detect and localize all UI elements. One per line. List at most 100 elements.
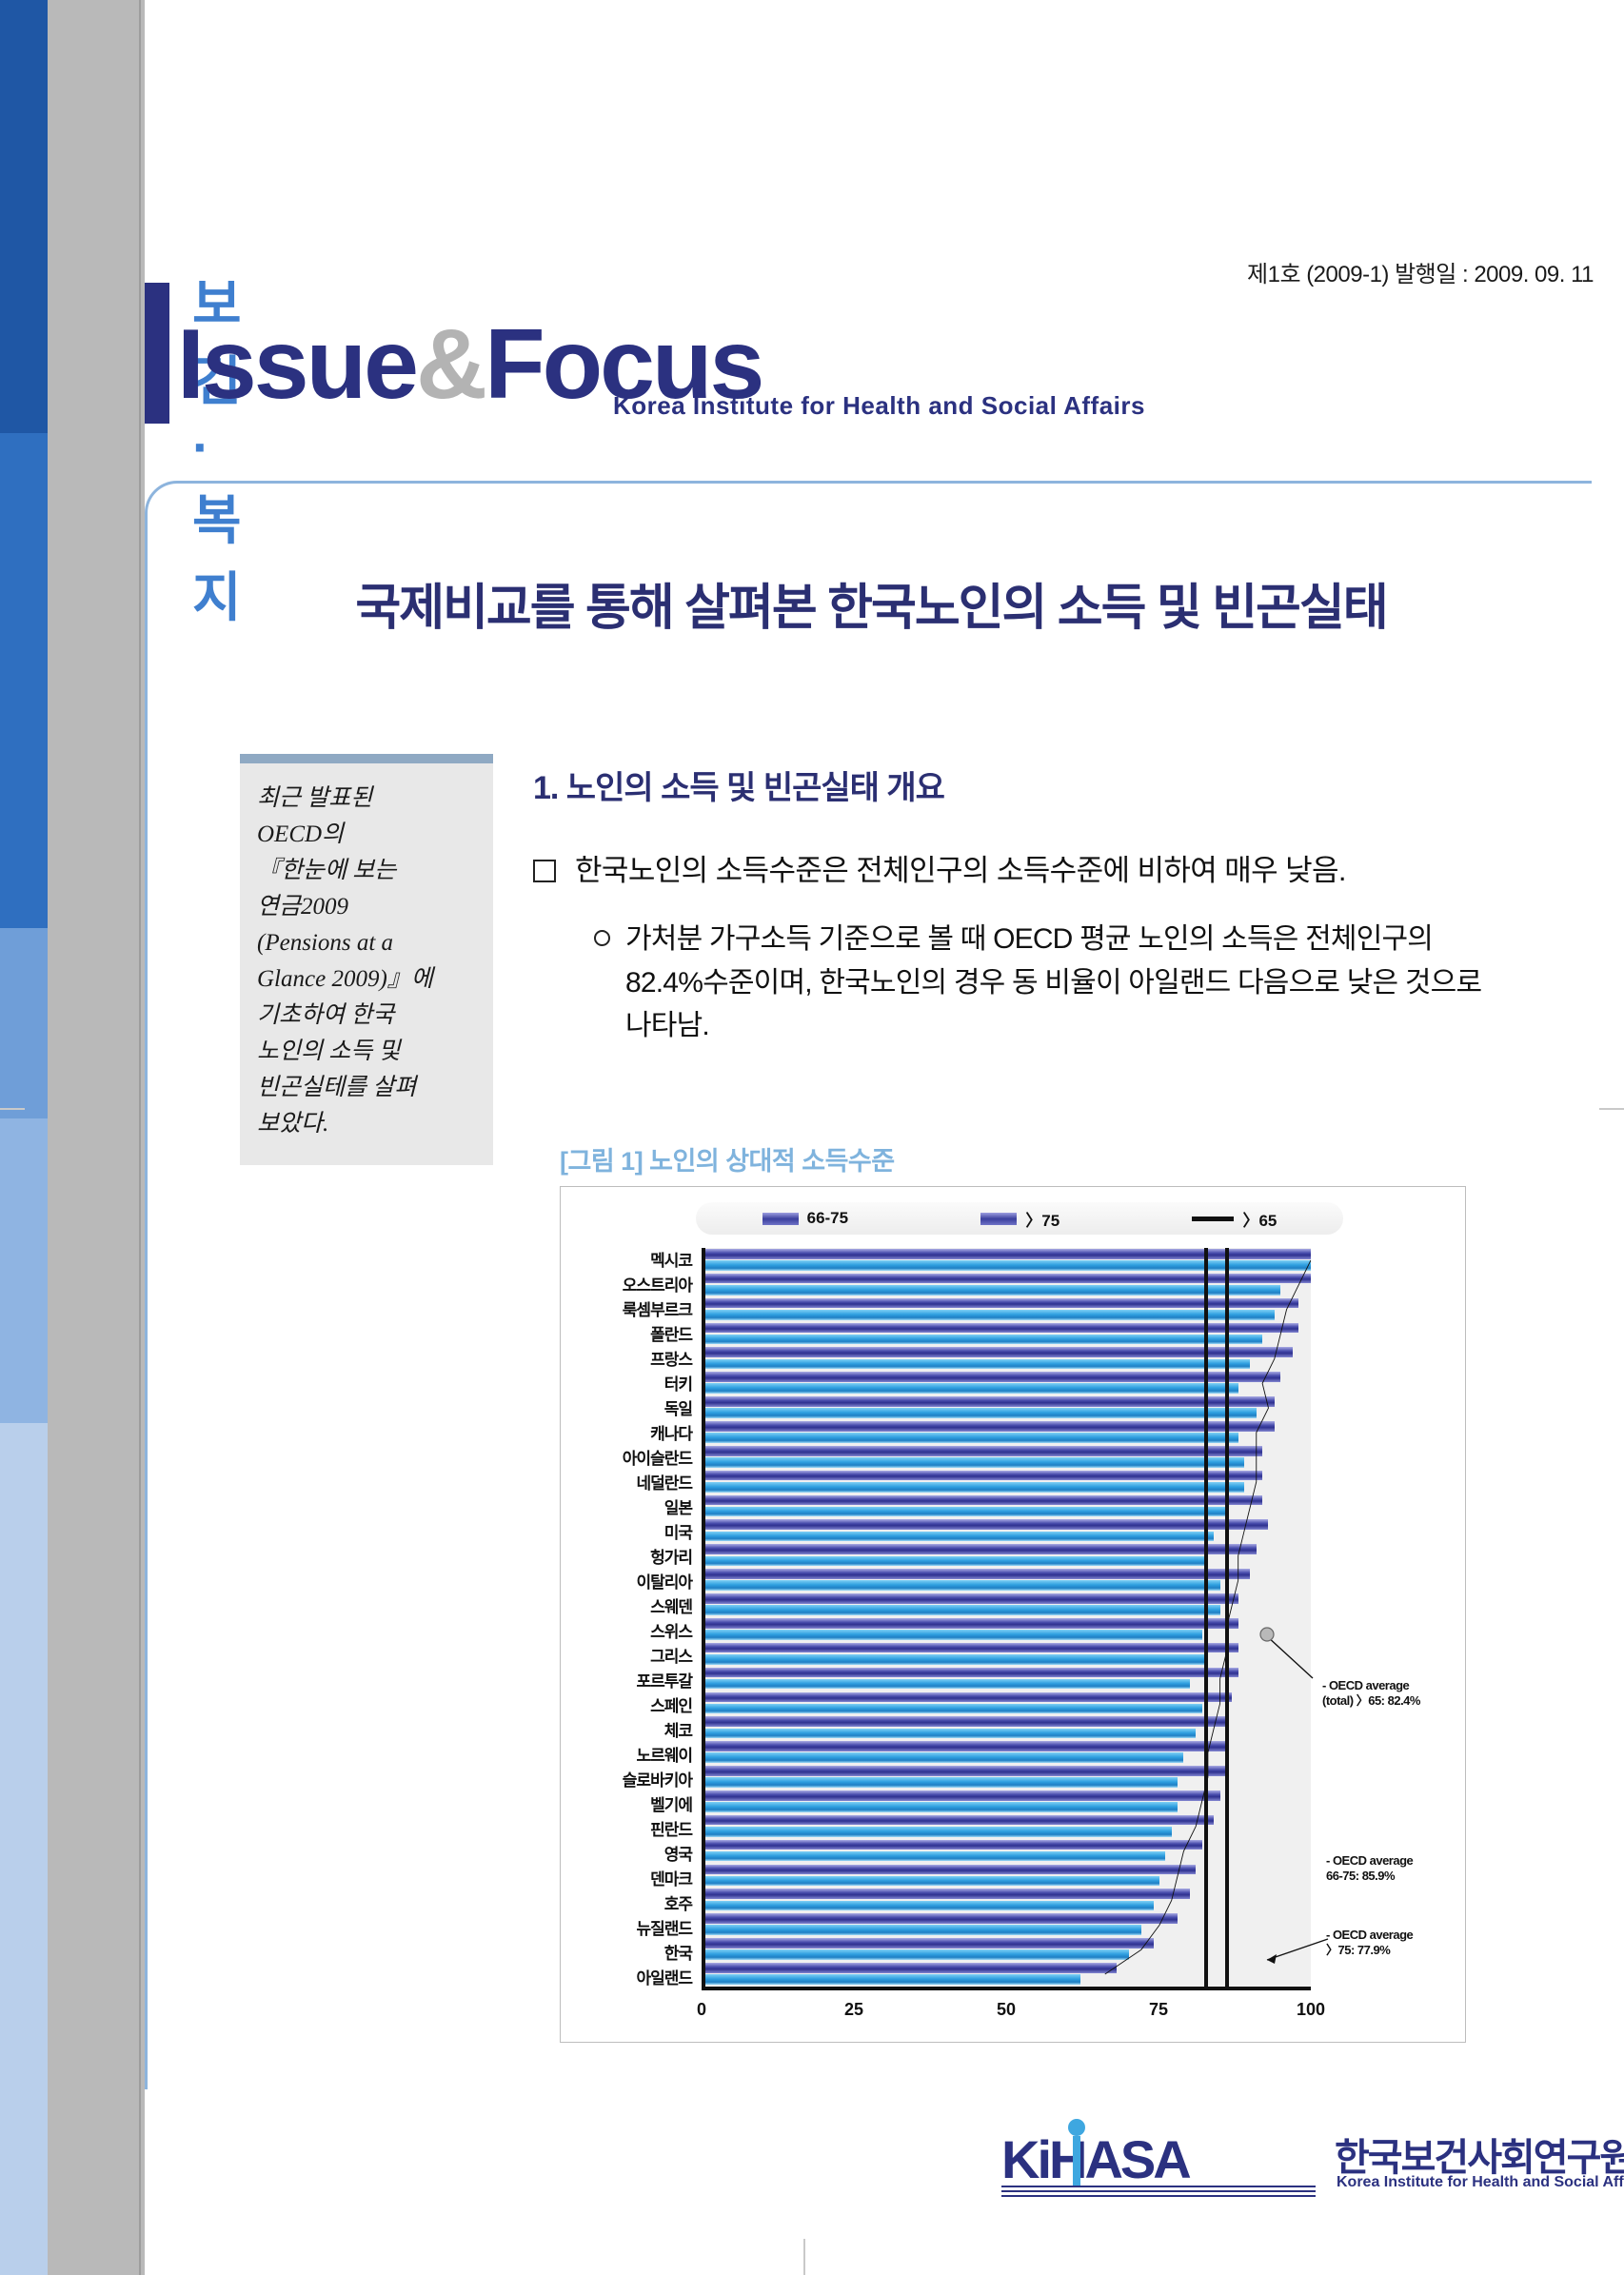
bar-over-75 [705, 1309, 1275, 1320]
bar-over-75 [705, 1875, 1159, 1887]
bullet-level-2-text: 가처분 가구소득 기준으로 볼 때 OECD 평균 노인의 소득은 전체인구의 … [625, 922, 1482, 1042]
chart-row [705, 1814, 1311, 1839]
bar-66-75 [705, 1421, 1275, 1432]
bar-66-75 [705, 1691, 1233, 1703]
main-content: 1. 노인의 소득 및 빈곤실태 개요 한국노인의 소득수준은 전체인구의 소득… [533, 762, 1485, 1048]
kihasa-underline-decoration [1001, 2186, 1316, 2199]
category-label: 체코 [663, 1721, 693, 1740]
chart-row [705, 1470, 1311, 1494]
circle-bullet-icon [594, 929, 610, 946]
category-label: 호주 [663, 1894, 693, 1913]
section-heading: 1. 노인의 소득 및 빈곤실태 개요 [533, 770, 945, 806]
bar-over-75 [705, 1777, 1178, 1788]
bar-over-75 [705, 1653, 1208, 1665]
annotation-oecd-total-65: - OECD average (total) 〉65: 82.4% [1322, 1678, 1420, 1710]
annotation-line-1: - OECD average [1326, 1928, 1414, 1942]
bar-66-75 [705, 1839, 1202, 1850]
logo-korean-text: 보건 · 복지 [192, 274, 242, 627]
x-axis-tick-label: 25 [843, 2000, 864, 2019]
figure-caption: [그림 1] 노인의 상대적 소득수준 [560, 1147, 895, 1176]
over-65-line-series [705, 1248, 1311, 1987]
kihasa-korean-name: 한국보건사회연구원 [1335, 2137, 1624, 2179]
bar-66-75 [705, 1913, 1178, 1924]
chart-row [705, 1518, 1311, 1543]
bar-over-75 [705, 1580, 1220, 1591]
bar-66-75 [705, 1544, 1257, 1554]
bar-66-75 [705, 1273, 1311, 1284]
square-bullet-icon [533, 860, 556, 882]
bar-over-75 [705, 1752, 1184, 1763]
bar-66-75 [705, 1494, 1263, 1506]
kihasa-person-body-icon [1073, 2136, 1080, 2186]
abstract-sidebar-text: 최근 발표된 OECD의 『한눈에 보는 연금2009 (Pensions at… [240, 763, 493, 1165]
chart-row [705, 1863, 1311, 1888]
category-label: 프랑스 [650, 1350, 693, 1369]
logo-bar-glyph [145, 283, 169, 424]
category-label: 슬로바키아 [622, 1771, 693, 1790]
annotation-line-1: - OECD average [1322, 1678, 1410, 1692]
chart-row [705, 1962, 1311, 1987]
bar-over-75 [705, 1802, 1178, 1812]
chart-row [705, 1667, 1311, 1691]
x-axis-tick-label: 0 [696, 2000, 707, 2019]
chart-row [705, 1592, 1311, 1617]
bullet-level-2: 가처분 가구소득 기준으로 볼 때 OECD 평균 노인의 소득은 전체인구의 … [594, 918, 1485, 1048]
category-label: 독일 [663, 1399, 693, 1418]
chart-legend: 66-75 〉75 〉65 [696, 1202, 1343, 1235]
x-axis-tick-label: 100 [1296, 2000, 1326, 2019]
logo-focus-word: Focus [485, 309, 764, 420]
bar-66-75 [705, 1790, 1220, 1801]
abstract-line: (Pensions at a [257, 930, 394, 956]
bar-over-75 [705, 1974, 1081, 1985]
bar-over-75 [705, 1457, 1245, 1468]
bar-over-75 [705, 1531, 1215, 1542]
category-label: 핀란드 [650, 1820, 693, 1839]
bar-over-75 [705, 1900, 1154, 1911]
category-label: 미국 [663, 1523, 693, 1542]
legend-label: 66-75 [806, 1209, 849, 1227]
logo-issue-word: Issue [177, 309, 419, 420]
bar-over-75 [705, 1260, 1311, 1271]
bar-over-75 [705, 1949, 1130, 1960]
annotation-line-2: (total) 〉65: 82.4% [1322, 1693, 1420, 1709]
kihasa-footer-logo: KiHASA 한국보건사회연구원 Korea Institute for Hea… [980, 2115, 1624, 2206]
chart-row [705, 1740, 1311, 1765]
category-label: 네덜란드 [636, 1474, 693, 1493]
bar-over-75 [705, 1285, 1281, 1296]
chart-plot-area [702, 1248, 1311, 1990]
kihasa-english-name: Korea Institute for Health and Social Af… [1337, 2174, 1624, 2190]
bar-over-75 [705, 1703, 1202, 1714]
kihasa-wordmark: KiHASA [1001, 2129, 1192, 2189]
category-label: 캐나다 [650, 1424, 693, 1443]
bar-66-75 [705, 1962, 1118, 1973]
spine-blue-band-5 [0, 1423, 48, 2275]
chart-row [705, 1371, 1311, 1395]
category-label: 오스트리아 [622, 1276, 693, 1295]
bar-66-75 [705, 1593, 1238, 1604]
logo-wordmark: Issue&Focus [177, 315, 764, 414]
abstract-line: 기초하여 한국 [257, 1002, 395, 1028]
category-label: 일본 [663, 1498, 693, 1517]
category-label: 포르투갈 [636, 1672, 693, 1691]
category-label: 이탈리아 [636, 1573, 693, 1592]
legend-item-over-65: 〉65 [1192, 1207, 1277, 1231]
chart-row [705, 1273, 1311, 1297]
bar-over-75 [705, 1433, 1238, 1443]
chart-bar-rows [705, 1248, 1311, 1987]
bullet-level-1: 한국노인의 소득수준은 전체인구의 소득수준에 비하여 매우 낮음. [533, 850, 1485, 893]
chart-row [705, 1445, 1311, 1470]
spine-rule [139, 0, 141, 2275]
chart-row [705, 1617, 1311, 1642]
abstract-line: Glance 2009)』에 [257, 966, 433, 992]
abstract-line: 노인의 소득 및 [257, 1039, 401, 1064]
crop-mark-bottom [803, 2239, 805, 2275]
bar-over-75 [705, 1728, 1197, 1739]
chart-row [705, 1322, 1311, 1347]
abstract-line: 『한눈에 보는 [257, 858, 397, 883]
annotation-oecd-over-75: - OECD average 〉75: 77.9% [1326, 1928, 1414, 1959]
chart-row [705, 1715, 1311, 1740]
bar-66-75 [705, 1716, 1226, 1727]
chart-row [705, 1642, 1311, 1667]
category-label: 터키 [663, 1375, 693, 1394]
spine-blue-band-1 [0, 0, 48, 433]
